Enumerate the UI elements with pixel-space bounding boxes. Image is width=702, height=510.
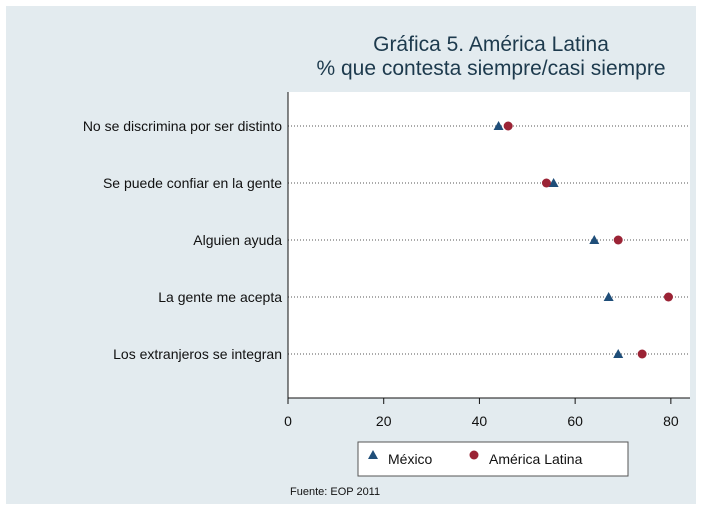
x-tick-label: 80 [663, 413, 679, 429]
legend: México América Latina [357, 441, 629, 477]
america-latina-point [663, 292, 673, 302]
category-label: No se discrimina por ser distinto [83, 118, 282, 134]
mexico-point [548, 178, 559, 187]
legend-circle-marker [469, 450, 479, 460]
x-tick-label: 20 [376, 413, 392, 429]
mexico-point [493, 121, 504, 130]
legend-label-mexico: México [388, 451, 433, 467]
legend-triangle-marker [368, 450, 378, 459]
chart-title: Gráfica 5. América Latina [373, 33, 609, 56]
chart-frame: Gráfica 5. América Latina % que contesta… [6, 6, 696, 504]
america-latina-point [503, 121, 513, 131]
mexico-point [613, 349, 624, 358]
category-label: Los extranjeros se integran [113, 346, 282, 362]
america-latina-point [613, 235, 623, 245]
chart-subtitle: % que contesta siempre/casi siempre [317, 57, 666, 80]
x-tick-label: 40 [472, 413, 488, 429]
category-label: La gente me acepta [158, 289, 282, 305]
x-tick-label: 60 [567, 413, 583, 429]
mexico-point [603, 292, 614, 301]
mexico-point [589, 235, 600, 244]
legend-box [357, 441, 629, 477]
america-latina-point [637, 349, 647, 359]
america-latina-point [541, 178, 551, 188]
dot-plot-chart: Gráfica 5. América Latina % que contesta… [83, 33, 690, 498]
category-label: Se puede confiar en la gente [103, 175, 282, 191]
x-tick-label: 0 [284, 413, 292, 429]
legend-label-america-latina: América Latina [489, 451, 583, 467]
category-label: Alguien ayuda [193, 232, 282, 248]
plot-area [288, 92, 690, 398]
source-note: Fuente: EOP 2011 [290, 486, 380, 498]
